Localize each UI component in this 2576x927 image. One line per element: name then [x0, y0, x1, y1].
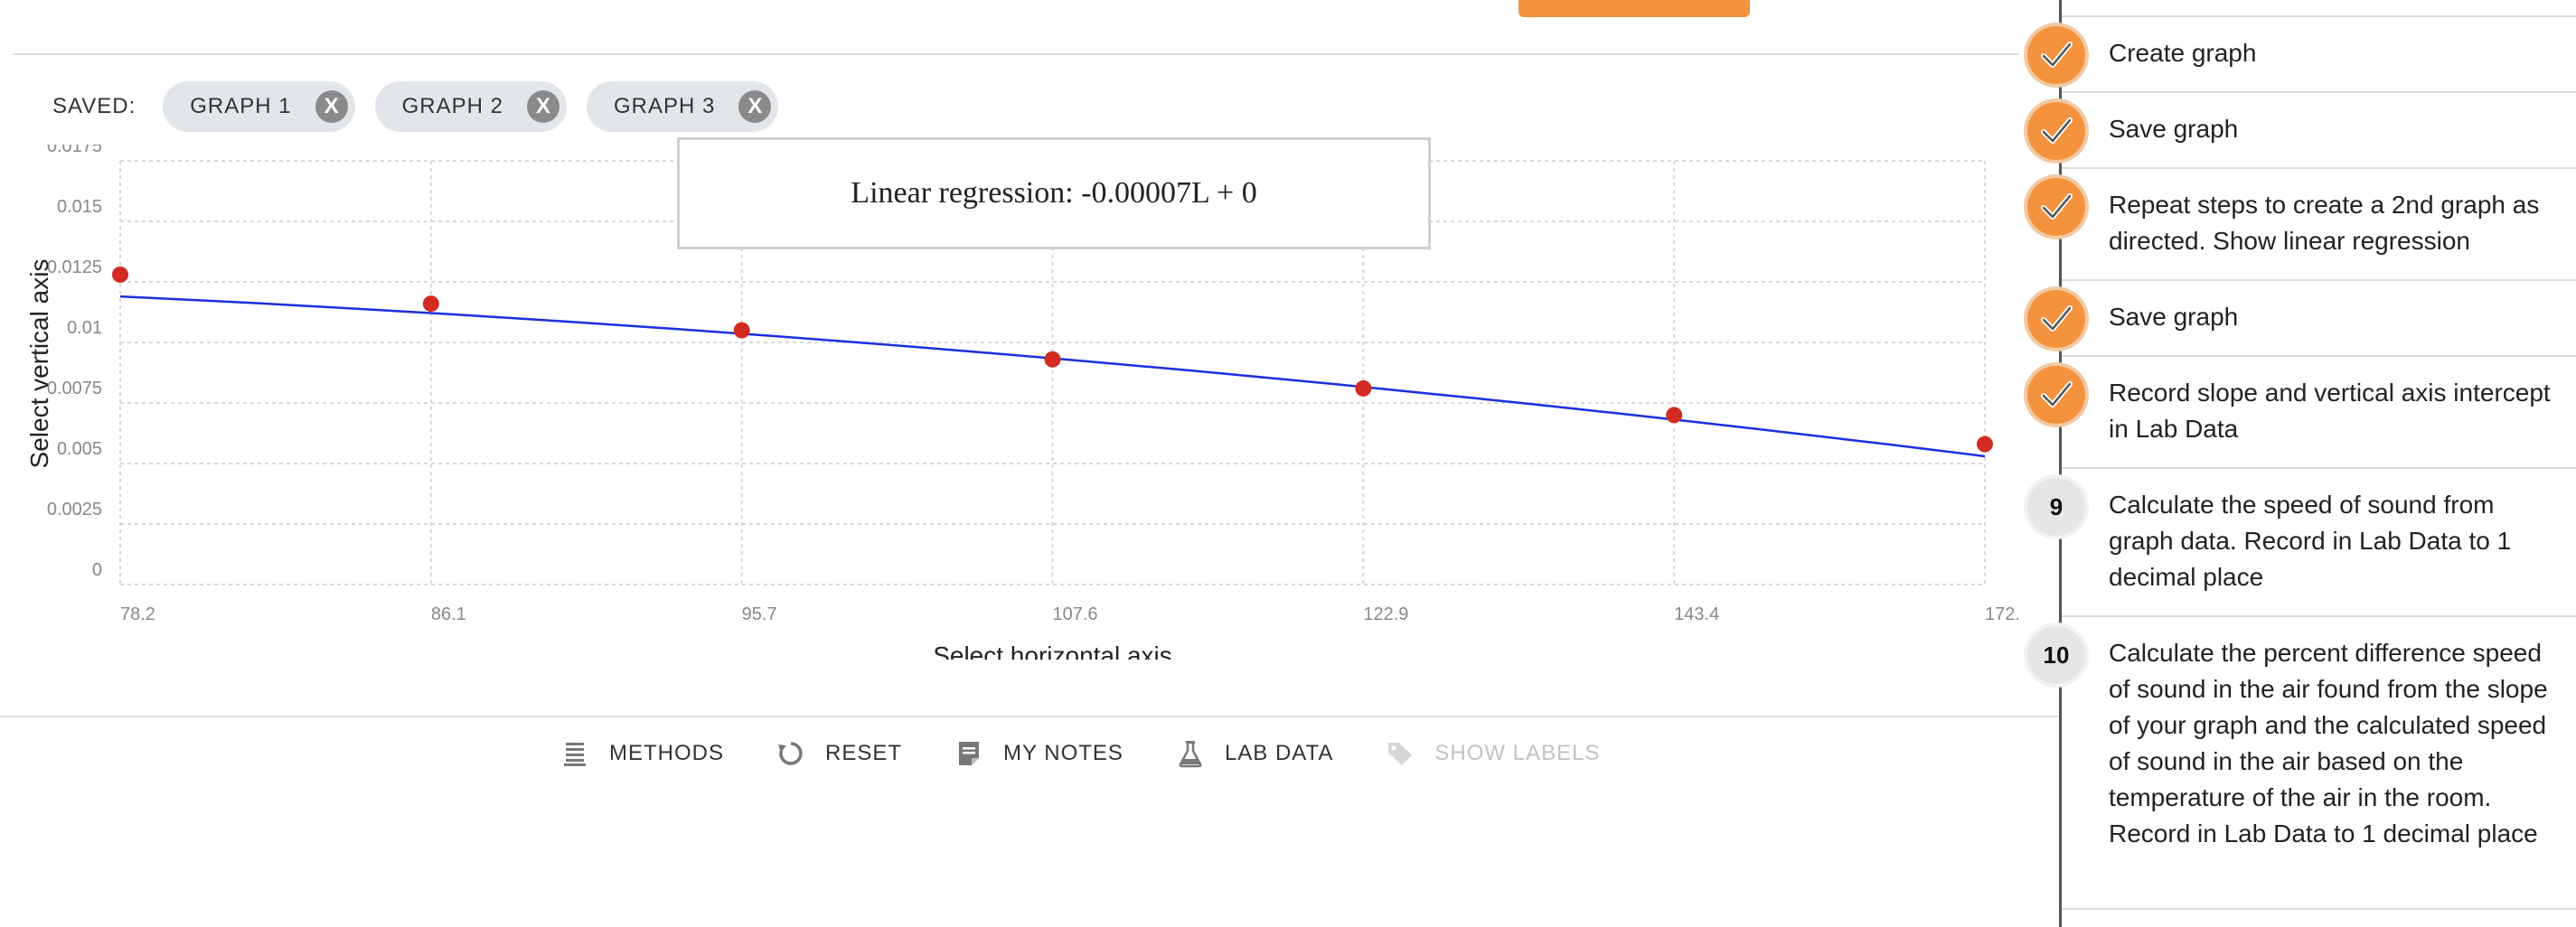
chip-label: GRAPH 3: [614, 94, 716, 118]
y-tick-label: 0.01: [67, 318, 102, 338]
saved-graph-chip-1[interactable]: GRAPH 1 X: [163, 81, 355, 132]
step-text: Create graph: [2109, 39, 2257, 67]
data-point: [422, 295, 439, 313]
x-tick-label: 86.1: [431, 604, 466, 624]
step-text: Calculate the speed of sound from graph …: [2109, 491, 2512, 591]
close-icon[interactable]: X: [315, 90, 348, 123]
step-text: Save graph: [2109, 115, 2239, 143]
step-text: Calculate the percent difference speed o…: [2109, 639, 2548, 847]
data-point: [1044, 351, 1061, 368]
close-icon[interactable]: X: [738, 90, 772, 123]
divider: [13, 53, 2019, 55]
saved-graphs-row: SAVED: GRAPH 1 X GRAPH 2 X GRAPH 3 X: [52, 81, 798, 132]
show-labels-label: SHOW LABELS: [1434, 741, 1601, 765]
x-tick-label: 172.: [1985, 604, 2020, 624]
x-tick-label: 143.4: [1674, 604, 1719, 624]
y-tick-label: 0.0175: [47, 145, 102, 156]
step-item[interactable]: Repeat steps to create a 2nd graph as di…: [2027, 169, 2576, 281]
saved-label: SAVED:: [52, 94, 136, 118]
reset-button[interactable]: RESET: [776, 739, 902, 768]
bottom-toolbar: METHODS RESET MY NOTES LAB DA: [560, 730, 1652, 777]
lab-data-button[interactable]: LAB DATA: [1176, 739, 1333, 768]
x-tick-label: 107.6: [1053, 604, 1098, 624]
chip-label: GRAPH 1: [190, 94, 292, 118]
divider: [0, 716, 2059, 717]
linear-regression-box: Linear regression: -0.00007L + 0: [677, 137, 1431, 249]
chip-label: GRAPH 2: [401, 94, 503, 118]
data-point: [1977, 435, 1993, 453]
step-item[interactable]: Record slope and vertical axis intercept…: [2027, 357, 2576, 469]
methods-button[interactable]: METHODS: [560, 739, 724, 768]
steps-panel: Create graph Save graph Repeat steps to …: [2027, 0, 2576, 927]
check-icon: [2027, 366, 2085, 424]
check-icon: [2027, 102, 2085, 160]
check-icon: [2027, 178, 2085, 236]
reset-icon: [778, 742, 803, 765]
close-icon[interactable]: X: [527, 90, 559, 123]
y-tick-label: 0.0025: [47, 500, 102, 520]
notes-icon: [959, 742, 980, 765]
y-tick-label: 0.0125: [47, 258, 102, 277]
y-tick-label: 0.005: [57, 439, 102, 459]
step-item[interactable]: Save graph: [2027, 93, 2576, 169]
step-text: Record slope and vertical axis intercept…: [2109, 379, 2551, 443]
x-tick-label: 122.9: [1363, 604, 1408, 624]
step-text: Repeat steps to create a 2nd graph as di…: [2109, 191, 2540, 255]
graph-workspace: SAVED: GRAPH 1 X GRAPH 2 X GRAPH 3 X 0 0.…: [0, 0, 2059, 777]
scatter-chart: 0 0.0025 0.005 0.0075 0.01 0.0125 0.015 0.0175 7…: [25, 145, 2020, 660]
data-point: [733, 322, 750, 339]
step-number: 9: [2027, 478, 2085, 536]
x-tick-label: 78.2: [120, 604, 155, 624]
step-number: 10: [2027, 626, 2085, 684]
show-labels-button[interactable]: SHOW LABELS: [1386, 739, 1600, 768]
methods-label: METHODS: [609, 741, 724, 765]
y-tick-label: 0.015: [57, 197, 102, 217]
step-item[interactable]: 9 Calculate the speed of sound from grap…: [2027, 469, 2576, 617]
y-tick-label: 0: [92, 560, 102, 580]
orange-action-button[interactable]: [1518, 0, 1750, 17]
my-notes-label: MY NOTES: [1003, 741, 1123, 765]
y-tick-label: 0.0075: [47, 379, 102, 398]
check-icon: [2027, 290, 2085, 348]
data-point: [1666, 407, 1683, 424]
x-tick-label: 95.7: [742, 604, 777, 624]
flask-icon: [1179, 741, 1202, 768]
step-item[interactable]: 10 Calculate the percent difference spee…: [2027, 617, 2576, 910]
step-item[interactable]: Create graph: [2027, 17, 2576, 93]
step-partial: [2062, 0, 2576, 17]
lab-data-label: LAB DATA: [1224, 741, 1334, 765]
y-axis-title: Select vertical axis: [25, 259, 53, 469]
my-notes-button[interactable]: MY NOTES: [954, 739, 1123, 768]
x-axis-title: Select horizontal axis: [933, 641, 1172, 660]
step-item[interactable]: Save graph: [2027, 281, 2576, 357]
saved-graph-chip-2[interactable]: GRAPH 2 X: [374, 81, 567, 132]
step-text: Save graph: [2109, 303, 2239, 331]
data-point: [1355, 379, 1372, 397]
check-icon: [2027, 26, 2085, 84]
saved-graph-chip-3[interactable]: GRAPH 3 X: [587, 81, 779, 132]
tag-icon: [1388, 743, 1413, 765]
data-point: [112, 266, 128, 283]
reset-label: RESET: [825, 741, 903, 765]
methods-icon: [564, 743, 586, 766]
